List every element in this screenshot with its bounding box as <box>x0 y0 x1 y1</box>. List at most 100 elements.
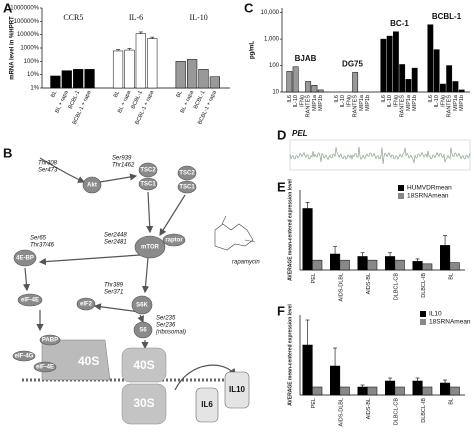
ribosome-30s <box>121 383 167 425</box>
bar <box>446 65 453 93</box>
x-tick-label: DLBCL-IB <box>421 273 427 298</box>
node-label: mTOR <box>141 245 160 251</box>
bar <box>449 386 460 396</box>
y-tick-label: 100000% <box>14 19 40 25</box>
bar <box>357 386 368 396</box>
node <box>82 176 102 194</box>
node-label: raptor <box>165 238 183 244</box>
node-label: TSC1 <box>179 185 195 191</box>
panel-label: C <box>244 0 254 15</box>
cytokine <box>195 387 219 423</box>
rapamycin-structure <box>214 215 256 251</box>
x-tick-label: BL <box>449 398 455 405</box>
cytokine-label: IL10 <box>229 385 246 394</box>
bar <box>61 70 72 89</box>
x-tick-label: PEL <box>311 398 317 408</box>
arrow <box>159 194 186 237</box>
bar <box>386 35 393 93</box>
bar <box>330 365 341 396</box>
bar <box>198 69 209 89</box>
x-tick-label: DLBCL-CB <box>394 273 400 301</box>
series-label: BCBL-1 <box>432 12 462 21</box>
drug-label: rapamycin <box>232 260 260 266</box>
bar <box>175 61 186 89</box>
node <box>177 165 197 181</box>
trace-line <box>289 146 471 164</box>
bar <box>305 81 312 93</box>
x-tick-label: BL <box>176 90 184 99</box>
site-label: Thr37/46 <box>30 243 55 249</box>
x-tick-label: MIP1b <box>412 95 418 111</box>
y-axis-label: mRNA level in %HPRT <box>10 16 16 80</box>
pathway-diagram: Akt Thr308 Ser473 TSC2 TSC1 Ser939 Thr14… <box>12 156 260 425</box>
arrow <box>146 191 154 234</box>
x-tick-label: IFNg <box>346 95 352 107</box>
bar <box>357 256 368 271</box>
x-tick-label: IL-10 <box>340 95 346 108</box>
x-tick-label: RANTES <box>306 95 312 118</box>
x-tick-label: RANTES <box>353 95 359 118</box>
ribosome-40s <box>41 339 111 381</box>
arrow <box>39 157 86 183</box>
bar <box>422 386 433 396</box>
x-tick-label: MIP1b <box>365 95 371 111</box>
x-tick-label: IFNg <box>299 95 305 107</box>
legend-swatch <box>420 319 426 325</box>
legend-swatch <box>420 311 426 317</box>
x-tick-label: BL <box>50 90 58 99</box>
x-tick-label: IL-10 <box>434 95 440 108</box>
x-tick-label: BL <box>113 90 121 99</box>
bar <box>422 263 433 271</box>
site-label: (ribosomal) <box>156 330 186 336</box>
series-label: BJAB <box>295 54 317 63</box>
x-tick-label: AIDS-DLBL <box>339 398 345 426</box>
site-label: Ser939 <box>112 156 132 162</box>
panel-label: B <box>3 145 12 160</box>
node-label: eIF2 <box>80 302 93 308</box>
bar <box>440 382 451 396</box>
bar <box>412 261 423 271</box>
bar <box>412 380 423 396</box>
cytokine-label: IL6 <box>201 400 213 409</box>
node-label: eIF-4G <box>15 354 34 360</box>
node-label: 4E-BP <box>16 256 34 262</box>
arrow <box>93 303 141 313</box>
bar <box>311 84 318 93</box>
x-tick-label: IL6 <box>428 95 434 103</box>
panel-label: A <box>3 0 13 15</box>
x-tick-label: IL6 <box>381 95 387 103</box>
bar <box>367 386 378 396</box>
node-label: eIF-4E <box>21 298 39 304</box>
ribosome-label: 40S <box>78 354 99 368</box>
legend-swatch <box>398 193 404 199</box>
bar <box>439 83 446 93</box>
bar <box>312 386 323 396</box>
bar <box>458 89 465 93</box>
node <box>134 235 166 259</box>
x-tick-label: AIDS-BL <box>366 398 372 419</box>
node <box>133 321 153 339</box>
site-label: Thr1462 <box>112 163 135 169</box>
arrow <box>38 254 141 266</box>
y-axis-label: pg/mL <box>250 41 256 59</box>
site-label: Thr308 <box>38 161 58 167</box>
bar <box>209 76 220 89</box>
bar <box>292 66 299 93</box>
bar <box>135 33 146 89</box>
bar <box>392 31 399 93</box>
bar <box>187 59 198 89</box>
bar <box>367 259 378 271</box>
bar <box>440 245 451 271</box>
expression-trace: PEL <box>289 129 471 171</box>
x-tick-label: IL6 <box>287 95 293 103</box>
node-label: PABP <box>42 338 58 344</box>
legend-label: HUMVDRmean <box>407 185 452 192</box>
y-tick-label: 10 <box>272 90 279 96</box>
node <box>12 350 36 362</box>
series-label: IL-6 <box>129 13 143 22</box>
series-label: IL-10 <box>190 13 208 22</box>
bar <box>147 38 158 89</box>
y-tick-label: 1% <box>30 86 39 92</box>
legend-label: IL10 <box>429 311 442 318</box>
